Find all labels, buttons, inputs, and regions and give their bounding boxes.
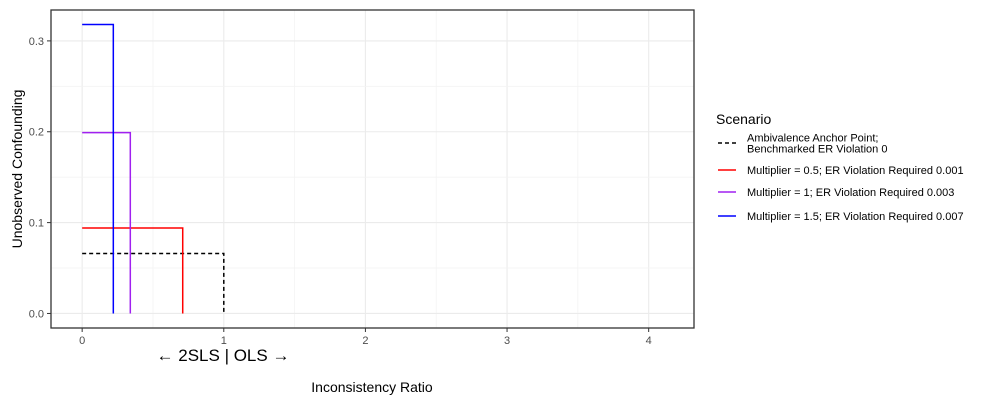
y-tick-label: 0.3 bbox=[29, 36, 44, 48]
axis-ticks: 0 1 2 3 4 0.0 0.1 0.2 0.3 bbox=[29, 36, 652, 347]
series-line bbox=[82, 227, 184, 314]
grid bbox=[51, 10, 694, 328]
x-tick-label: 3 bbox=[504, 335, 510, 347]
series-lines bbox=[82, 23, 225, 314]
series-line bbox=[82, 23, 115, 314]
legend-title: Scenario bbox=[716, 111, 771, 127]
legend-entries: Ambivalence Anchor Point;Benchmarked ER … bbox=[718, 133, 964, 223]
y-tick-label: 0.0 bbox=[29, 308, 44, 320]
x-axis-title: Inconsistency Ratio bbox=[311, 379, 433, 395]
direction-annotation: ← 2SLS | OLS → bbox=[157, 346, 290, 365]
plot-panel-border bbox=[50, 9, 695, 329]
x-tick-label: 4 bbox=[646, 335, 652, 347]
y-axis-title: Unobserved Confounding bbox=[9, 90, 25, 249]
x-tick-label: 2 bbox=[362, 335, 368, 347]
y-tick-label: 0.2 bbox=[29, 127, 44, 139]
x-tick-label: 0 bbox=[79, 335, 85, 347]
series-line bbox=[82, 252, 225, 314]
legend-label: Multiplier = 0.5; ER Violation Required … bbox=[747, 165, 964, 177]
x-tick-label: 1 bbox=[221, 335, 227, 347]
legend-label: Multiplier = 1.5; ER Violation Required … bbox=[747, 211, 964, 223]
legend: Scenario Ambivalence Anchor Point;Benchm… bbox=[716, 111, 964, 223]
y-tick-label: 0.1 bbox=[29, 218, 44, 230]
legend-label: Multiplier = 1; ER Violation Required 0.… bbox=[747, 187, 954, 199]
legend-label: Ambivalence Anchor Point; bbox=[747, 133, 878, 145]
series-line bbox=[82, 131, 132, 314]
legend-label: Benchmarked ER Violation 0 bbox=[747, 144, 887, 156]
